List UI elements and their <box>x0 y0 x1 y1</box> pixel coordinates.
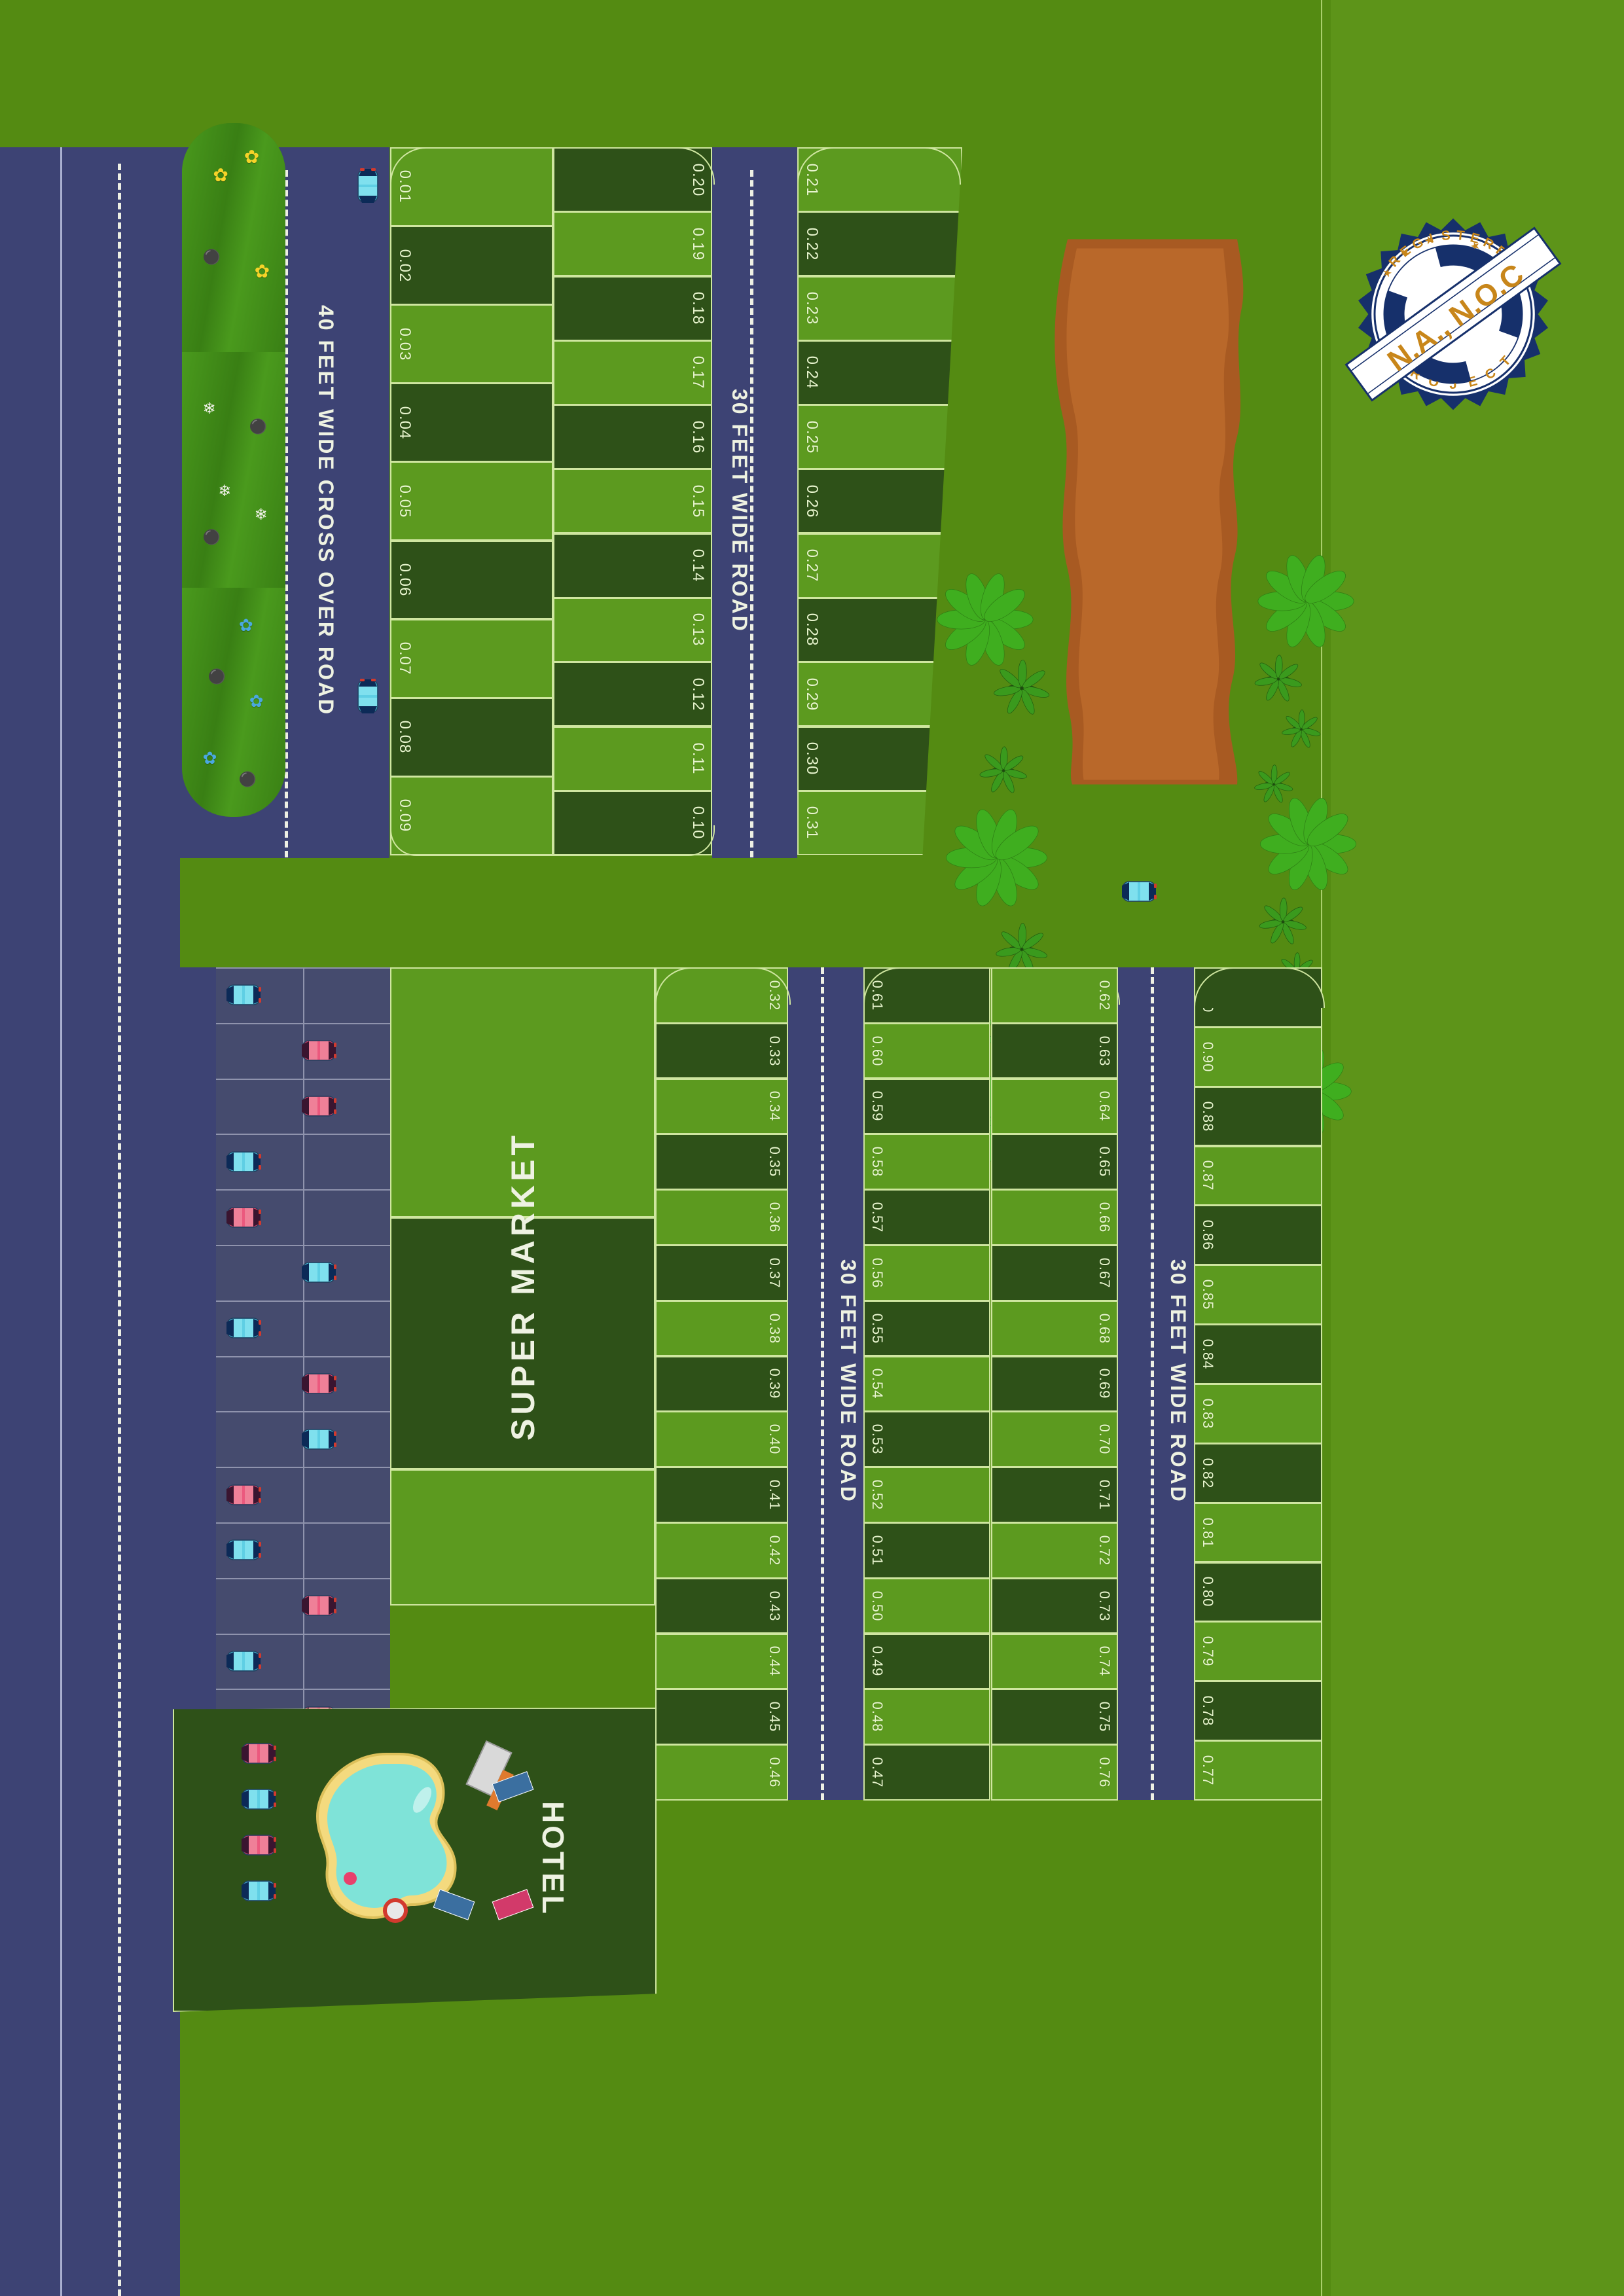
svg-text:T: T <box>1456 228 1466 243</box>
svg-text:S: S <box>1441 228 1451 243</box>
